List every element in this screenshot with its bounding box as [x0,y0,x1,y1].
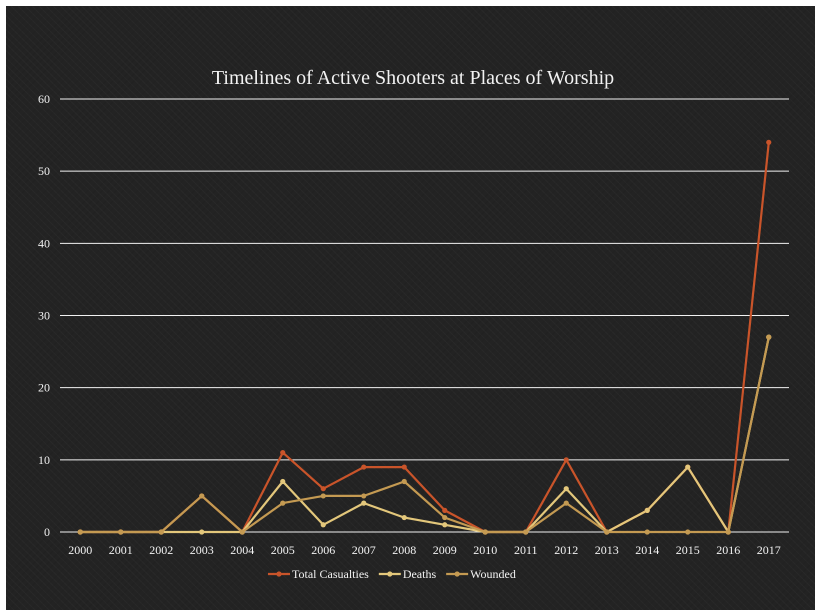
data-point-deaths [401,514,407,521]
x-tick-label: 2004 [230,543,254,557]
data-point-total-casualties [442,507,448,513]
legend-item-total-casualties: Total Casualties [268,567,369,581]
data-point-wounded [118,529,124,535]
data-point-deaths [280,478,286,485]
data-point-wounded [766,334,772,340]
x-tick-label: 2009 [433,543,457,557]
x-tick-label: 2013 [595,543,619,557]
data-point-deaths [442,522,448,528]
x-tick-label: 2010 [473,543,497,557]
data-point-wounded [563,500,569,506]
data-point-wounded [361,493,367,499]
x-tick-label: 2007 [352,543,376,557]
x-tick-label: 2012 [554,543,578,557]
x-tick-label: 2014 [635,543,659,557]
data-point-wounded [725,529,731,535]
y-tick-label: 0 [44,525,50,539]
data-point-wounded [239,529,245,535]
data-point-wounded [158,529,164,535]
legend: Total Casualties Deaths Wounded [268,567,516,581]
data-point-wounded [442,514,448,521]
data-point-wounded [280,500,286,506]
legend-marker [276,571,282,577]
y-tick-label: 60 [38,92,50,106]
data-point-deaths [199,529,205,535]
legend-label: Wounded [470,567,516,581]
gridlines [60,98,789,533]
data-point-total-casualties [361,464,367,470]
legend-item-wounded: Wounded [446,567,516,581]
x-tick-label: 2005 [271,543,295,557]
data-point-deaths [685,464,691,470]
data-point-wounded [523,529,529,535]
data-point-deaths [644,507,650,513]
x-tick-label: 2011 [514,543,538,557]
data-point-wounded [482,529,488,535]
y-tick-label: 50 [38,164,50,178]
series-line-wounded [80,336,770,534]
x-tick-label: 2016 [716,543,740,557]
data-point-wounded [644,529,650,535]
y-tick-label: 20 [38,381,50,395]
x-tick-label: 2006 [311,543,335,557]
chart-title: Timelines of Active Shooters at Places o… [212,67,614,89]
series-points [77,139,772,535]
series-lines [80,142,770,534]
legend-label: Total Casualties [292,567,369,581]
legend-label: Deaths [403,567,437,581]
y-tick-label: 40 [38,236,50,250]
x-tick-label: 2002 [149,543,173,557]
data-point-deaths [361,500,367,506]
chart-panel [6,6,815,610]
legend-marker [454,571,460,577]
x-tick-label: 2001 [109,543,133,557]
data-point-wounded [604,529,610,535]
data-point-total-casualties [766,139,772,145]
data-point-wounded [199,493,205,499]
legend-marker [387,571,393,577]
data-point-wounded [77,529,83,535]
x-tick-label: 2008 [392,543,416,557]
x-tick-label: 2000 [68,543,92,557]
x-axis-ticks: 2000 2001 2002 2003 2004 2005 2006 2007 2008 2009… [68,543,781,557]
data-point-total-casualties [320,486,326,492]
data-point-total-casualties [401,464,407,470]
data-point-deaths [320,522,326,528]
data-point-wounded [401,478,407,485]
x-tick-label: 2015 [676,543,700,557]
y-axis-ticks: 0 10 20 30 40 50 60 [38,92,50,539]
series-line-deaths [80,336,770,534]
data-point-wounded [685,529,691,535]
legend-item-deaths: Deaths [378,567,437,581]
data-point-total-casualties [563,457,569,463]
x-tick-label: 2003 [190,543,214,557]
y-tick-label: 30 [38,309,50,323]
data-point-total-casualties [280,450,286,456]
y-tick-label: 10 [38,453,50,467]
data-point-deaths [563,486,569,492]
x-tick-label: 2017 [757,543,781,557]
data-point-wounded [320,493,326,499]
series-line-total-casualties [80,142,770,534]
